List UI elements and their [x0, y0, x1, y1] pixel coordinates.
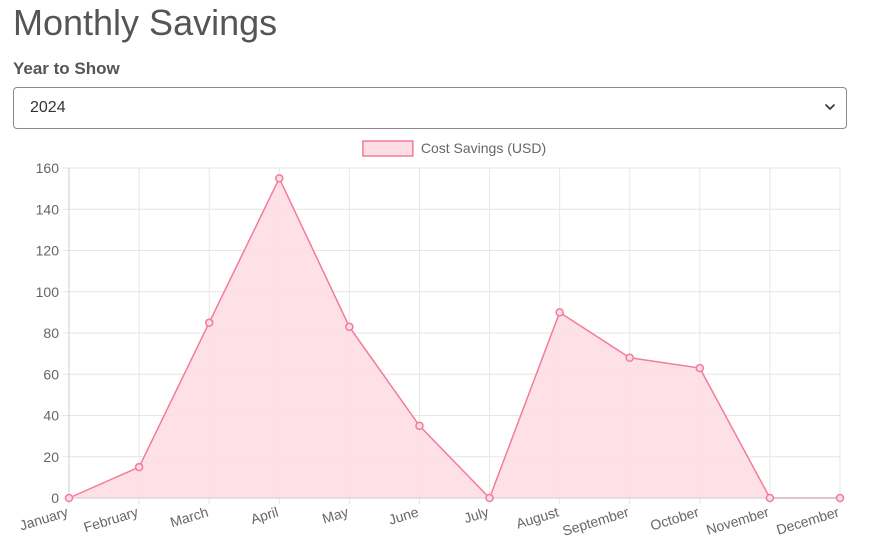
x-tick-label: November — [704, 503, 771, 537]
y-tick-label: 140 — [36, 201, 60, 217]
savings-chart: 0 20 40 60 80 100 120 140 160 January February Marc… — [0, 136, 872, 553]
data-point — [204, 318, 214, 327]
data-point — [485, 493, 494, 503]
y-tick-label: 20 — [43, 449, 59, 465]
data-point — [625, 353, 634, 362]
data-point — [555, 308, 564, 317]
x-tick-label: February — [82, 504, 140, 536]
y-tick-label: 120 — [36, 243, 60, 259]
data-point — [64, 493, 74, 503]
x-tick-label: October — [648, 503, 701, 533]
x-tick-label: June — [387, 504, 421, 528]
y-tick-label: 40 — [43, 408, 59, 424]
data-point — [275, 174, 284, 183]
data-point — [134, 462, 144, 472]
data-point — [345, 322, 354, 332]
data-point — [765, 493, 775, 503]
x-tick-label: August — [514, 504, 560, 532]
x-tick-label: April — [249, 504, 280, 527]
page-title: Monthly Savings — [13, 2, 278, 43]
series-area — [69, 178, 840, 498]
x-tick-label: December — [774, 503, 841, 537]
y-tick-label: 160 — [36, 160, 60, 176]
x-tick-label: September — [560, 503, 630, 538]
x-tick-label: January — [18, 504, 70, 534]
data-point — [835, 493, 845, 503]
year-label: Year to Show — [13, 59, 120, 78]
data-point — [415, 421, 424, 431]
legend-swatch — [362, 140, 414, 157]
x-tick-label: May — [320, 504, 350, 527]
area-layer — [68, 176, 840, 500]
y-tick-label: 60 — [43, 366, 59, 382]
chart-svg: 0 20 40 60 80 100 120 140 160 January February Marc… — [18, 140, 845, 539]
chevron-down-icon — [825, 104, 835, 110]
y-tick-label: 80 — [43, 325, 59, 341]
year-select-value: 2024 — [30, 99, 66, 116]
x-tick-label: July — [462, 504, 490, 527]
series-line — [68, 176, 840, 500]
year-select[interactable]: 2024 — [13, 87, 847, 129]
y-tick-label: 100 — [36, 284, 60, 300]
points-layer — [64, 174, 845, 503]
y-tick-label: 0 — [51, 490, 59, 506]
chart-legend[interactable]: Cost Savings (USD) — [362, 140, 546, 157]
legend-label: Cost Savings (USD) — [421, 140, 546, 156]
x-tick-label: March — [168, 504, 210, 531]
data-point — [695, 363, 705, 373]
